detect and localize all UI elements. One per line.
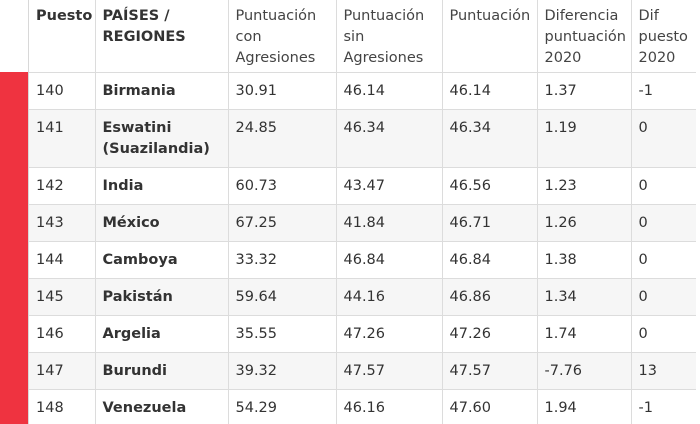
cell-score: 46.86 (442, 278, 538, 316)
table-row: 143 México 67.25 41.84 46.71 1.26 0 (29, 204, 696, 242)
cell-score-without-aggressions: 47.57 (336, 352, 443, 390)
cell-country: Camboya (95, 241, 229, 279)
cell-score-difference: 1.74 (537, 315, 632, 353)
cell-score-without-aggressions: 41.84 (336, 204, 443, 242)
cell-score: 47.60 (442, 389, 538, 424)
cell-score-without-aggressions: 46.34 (336, 109, 443, 168)
cell-score-difference: 1.94 (537, 389, 632, 424)
cell-rank: 142 (29, 167, 96, 205)
cell-country: Burundi (95, 352, 229, 390)
table-row: 148 Venezuela 54.29 46.16 47.60 1.94 -1 (29, 389, 696, 424)
cell-score: 46.56 (442, 167, 538, 205)
cell-rank: 145 (29, 278, 96, 316)
header-puesto: Puesto (29, 0, 96, 73)
cell-score-without-aggressions: 47.26 (336, 315, 443, 353)
cell-rank: 147 (29, 352, 96, 390)
cell-score-difference: 1.37 (537, 72, 632, 110)
header-puntuacion: Puntuación (442, 0, 538, 73)
cell-score-with-aggressions: 35.55 (228, 315, 337, 353)
cell-score-difference: 1.26 (537, 204, 632, 242)
cell-rank: 144 (29, 241, 96, 279)
cell-rank: 143 (29, 204, 96, 242)
header-dif-puesto: Dif puesto 2020 (631, 0, 696, 73)
cell-rank: 148 (29, 389, 96, 424)
cell-rank: 146 (29, 315, 96, 353)
cell-rank-difference: -1 (631, 72, 696, 110)
cell-rank-difference: 0 (631, 204, 696, 242)
table-row: 144 Camboya 33.32 46.84 46.84 1.38 0 (29, 241, 696, 279)
cell-rank-difference: 0 (631, 109, 696, 168)
cell-country: Birmania (95, 72, 229, 110)
cell-country: Pakistán (95, 278, 229, 316)
header-puntuacion-con-agresiones: Puntuación con Agresiones (228, 0, 337, 73)
cell-rank-difference: 13 (631, 352, 696, 390)
header-puntuacion-sin-agresiones: Puntuación sin Agresiones (336, 0, 443, 73)
cell-country: Venezuela (95, 389, 229, 424)
cell-score-without-aggressions: 44.16 (336, 278, 443, 316)
cell-score-without-aggressions: 46.84 (336, 241, 443, 279)
cell-score: 46.34 (442, 109, 538, 168)
cell-score-difference: 1.23 (537, 167, 632, 205)
cell-rank-difference: 0 (631, 167, 696, 205)
cell-score-difference: 1.19 (537, 109, 632, 168)
table-row: 140 Birmania 30.91 46.14 46.14 1.37 -1 (29, 72, 696, 110)
cell-score-difference: 1.34 (537, 278, 632, 316)
table-row: 147 Burundi 39.32 47.57 47.57 -7.76 13 (29, 352, 696, 390)
cell-rank: 140 (29, 72, 96, 110)
cell-country: México (95, 204, 229, 242)
cell-rank-difference: 0 (631, 315, 696, 353)
cell-score-with-aggressions: 39.32 (228, 352, 337, 390)
cell-score-with-aggressions: 59.64 (228, 278, 337, 316)
header-paises: PAÍSES / REGIONES (95, 0, 229, 73)
table-row: 142 India 60.73 43.47 46.56 1.23 0 (29, 167, 696, 205)
table-row: 141 Eswatini (Suazilandia) 24.85 46.34 4… (29, 109, 696, 168)
cell-score-with-aggressions: 24.85 (228, 109, 337, 168)
cell-score: 46.14 (442, 72, 538, 110)
cell-rank-difference: 0 (631, 278, 696, 316)
red-side-bar (0, 72, 28, 424)
cell-score-difference: 1.38 (537, 241, 632, 279)
cell-score-with-aggressions: 30.91 (228, 72, 337, 110)
cell-rank: 141 (29, 109, 96, 168)
cell-score-with-aggressions: 67.25 (228, 204, 337, 242)
cell-rank-difference: 0 (631, 241, 696, 279)
table-header-row: Puesto PAÍSES / REGIONES Puntuación con … (29, 0, 696, 73)
cell-rank-difference: -1 (631, 389, 696, 424)
cell-score-without-aggressions: 43.47 (336, 167, 443, 205)
cell-score-with-aggressions: 60.73 (228, 167, 337, 205)
cell-score: 47.57 (442, 352, 538, 390)
table-row: 145 Pakistán 59.64 44.16 46.86 1.34 0 (29, 278, 696, 316)
cell-score: 47.26 (442, 315, 538, 353)
cell-country: India (95, 167, 229, 205)
cell-country: Eswatini (Suazilandia) (95, 109, 229, 168)
header-diferencia-puntuacion: Diferencia puntuación 2020 (537, 0, 632, 73)
cell-score-with-aggressions: 54.29 (228, 389, 337, 424)
cell-score-difference: -7.76 (537, 352, 632, 390)
table-row: 146 Argelia 35.55 47.26 47.26 1.74 0 (29, 315, 696, 353)
ranking-table-container: Puesto PAÍSES / REGIONES Puntuación con … (28, 0, 699, 424)
ranking-table: Puesto PAÍSES / REGIONES Puntuación con … (29, 0, 696, 424)
cell-score: 46.71 (442, 204, 538, 242)
cell-country: Argelia (95, 315, 229, 353)
cell-score-with-aggressions: 33.32 (228, 241, 337, 279)
cell-score-without-aggressions: 46.16 (336, 389, 443, 424)
cell-score: 46.84 (442, 241, 538, 279)
cell-score-without-aggressions: 46.14 (336, 72, 443, 110)
